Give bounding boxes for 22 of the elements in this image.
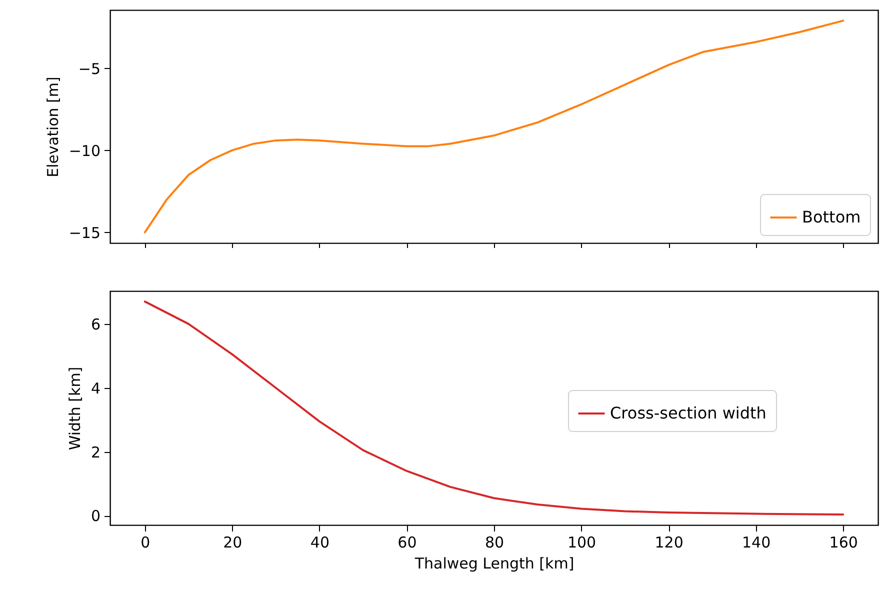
x-axis-title: Thalweg Length [km]: [414, 554, 574, 572]
x-tick-label: 80: [484, 534, 504, 552]
x-tick-label: 0: [140, 534, 150, 552]
legend-label: Bottom: [802, 208, 861, 226]
y-tick-label: 6: [90, 315, 100, 334]
line-series: [144, 300, 844, 516]
y-axis-title: Elevation [m]: [44, 76, 62, 178]
y-tick-label: −10: [68, 142, 100, 160]
legend-label: Cross-section width: [610, 404, 766, 422]
y-tick-label: 2: [90, 443, 100, 462]
y-tick-label: −5: [78, 60, 100, 78]
x-tick-label: 60: [398, 534, 417, 552]
x-tick-label: 40: [310, 534, 330, 552]
x-tick-label: 140: [742, 534, 771, 552]
y-tick-label: −15: [68, 224, 100, 242]
x-tick-label: 160: [829, 534, 858, 552]
x-tick-label: 20: [223, 534, 242, 552]
y-tick-label: 4: [90, 379, 100, 398]
y-axis-title: Width [km]: [66, 366, 84, 450]
x-tick-label: 100: [567, 534, 596, 552]
y-tick-label: 0: [90, 507, 100, 526]
x-tick-label: 120: [654, 534, 684, 552]
